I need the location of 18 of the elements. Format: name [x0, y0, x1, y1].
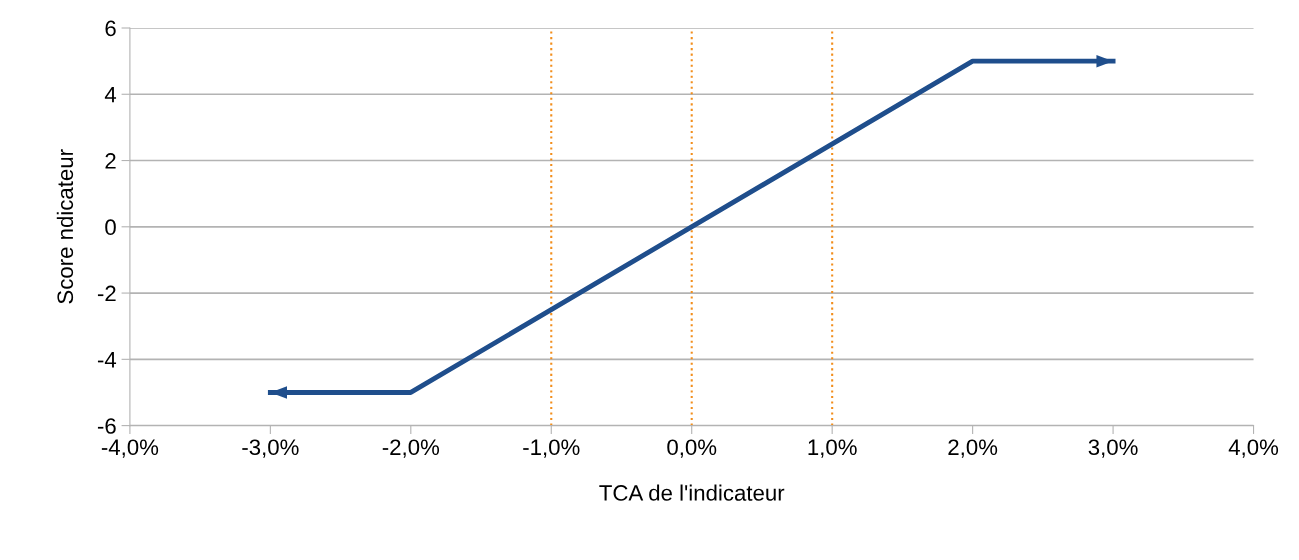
- y-axis-title: Score ndicateur: [56, 149, 74, 304]
- x-tick-label: -3,0%: [242, 439, 299, 458]
- x-tick-label: 1,0%: [808, 439, 857, 458]
- x-tick-label: -2,0%: [382, 439, 440, 458]
- y-tick-label: -2: [97, 285, 116, 302]
- x-tick-label: 2,0%: [948, 439, 998, 458]
- y-tick-label: -4: [97, 352, 117, 368]
- x-tick-label: 4,0%: [1228, 439, 1279, 458]
- y-tick-label: -6: [97, 418, 116, 434]
- x-tick-label: -4,0%: [101, 439, 159, 458]
- x-axis-title: TCA de l'indicateur: [599, 484, 785, 501]
- y-tick-label: 0: [105, 219, 116, 236]
- x-tick-label: 3,0%: [1088, 439, 1138, 458]
- x-tick-label: 0,0%: [667, 439, 717, 458]
- y-tick-label: 2: [105, 153, 116, 169]
- x-tick-label: -1,0%: [523, 439, 580, 458]
- y-tick-label: 4: [104, 87, 117, 103]
- y-tick-label: 6: [105, 20, 116, 37]
